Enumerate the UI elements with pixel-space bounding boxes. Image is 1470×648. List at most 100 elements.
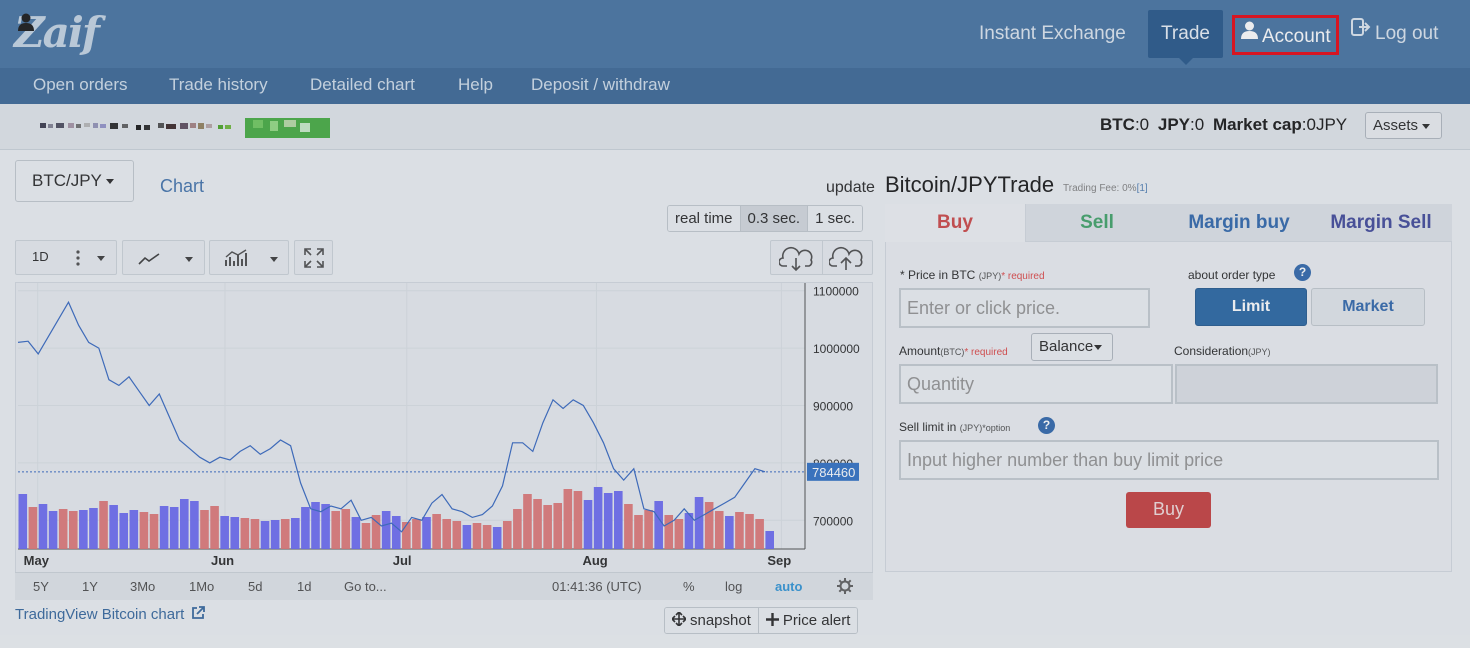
caret-down-icon xyxy=(1094,344,1103,350)
price-label: * Price in BTC (JPY)* required xyxy=(900,268,1045,282)
nav-instant-exchange[interactable]: Instant Exchange xyxy=(979,23,1126,44)
volume-bar xyxy=(735,512,744,549)
nav-trade[interactable]: Trade xyxy=(1148,10,1223,58)
price-alert-label: Price alert xyxy=(782,612,851,629)
price-unit: (JPY) xyxy=(978,271,1002,281)
limit-button[interactable]: Limit xyxy=(1195,288,1307,326)
fullscreen-button[interactable] xyxy=(294,240,333,275)
speed-1-button[interactable]: 1 sec. xyxy=(808,206,863,231)
cloud-download-icon[interactable] xyxy=(779,246,815,272)
btc-balance-value: :0 xyxy=(1134,115,1150,134)
last-price-tag xyxy=(807,462,859,481)
tab-buy[interactable]: Buy xyxy=(885,204,1026,242)
trading-fee-link[interactable]: [1] xyxy=(1136,183,1148,194)
speed-0-3-button[interactable]: 0.3 sec. xyxy=(740,206,809,231)
volume-bar xyxy=(58,509,68,549)
range-3mo[interactable]: 3Mo xyxy=(130,579,156,594)
indicators-icon xyxy=(225,249,278,266)
tab-sell[interactable]: Sell xyxy=(1026,204,1168,242)
chart-link[interactable]: Chart xyxy=(160,176,205,196)
tab-margin-sell[interactable]: Margin Sell xyxy=(1310,204,1452,242)
market-cap-value: :0JPY xyxy=(1301,115,1348,134)
nav-logout-label: Log out xyxy=(1375,23,1439,44)
help-icon[interactable]: ? xyxy=(1294,264,1311,281)
help-icon[interactable]: ? xyxy=(1038,417,1055,434)
range-1d[interactable]: 1d xyxy=(297,579,312,594)
price-alert-button[interactable]: Price alert xyxy=(757,608,858,633)
volume-bar xyxy=(99,501,108,549)
external-link-icon xyxy=(192,606,206,619)
move-icon xyxy=(671,611,687,627)
interval-selector[interactable]: 1D xyxy=(15,240,117,275)
percent-toggle[interactable]: % xyxy=(683,579,695,594)
balance-dropdown[interactable]: Balance xyxy=(1031,333,1113,361)
volume-bar xyxy=(573,491,583,549)
price-input[interactable]: Enter or click price. xyxy=(899,288,1150,328)
price-chart[interactable]: 11000001000000900000800000700000MayJunJu… xyxy=(16,283,874,573)
auto-toggle[interactable]: auto xyxy=(775,579,803,594)
volume-bar xyxy=(381,511,391,549)
tab-margin-buy[interactable]: Margin buy xyxy=(1168,204,1310,242)
fullscreen-icon xyxy=(304,248,324,268)
y-tick-label: 1000000 xyxy=(813,342,860,356)
volume-bar xyxy=(502,521,512,549)
settings-gear-icon[interactable] xyxy=(837,578,853,594)
volume-bar xyxy=(583,500,593,549)
buy-submit-button[interactable]: Buy xyxy=(1126,492,1211,528)
sell-limit-input[interactable]: Input higher number than buy limit price xyxy=(899,440,1439,480)
sell-limit-label: Sell limit in (JPY)*option xyxy=(899,420,1010,434)
assets-dropdown-label: Assets xyxy=(1373,117,1419,134)
balance-dropdown-label: Balance xyxy=(1039,338,1094,355)
log-toggle[interactable]: log xyxy=(725,579,743,594)
volume-bar xyxy=(714,511,724,549)
user-icon xyxy=(18,13,34,36)
snapshot-button[interactable]: snapshot xyxy=(665,608,758,633)
pair-dropdown[interactable]: BTC/JPY xyxy=(15,160,134,202)
indicators-selector[interactable] xyxy=(209,240,289,275)
nav-active-caret xyxy=(1179,58,1193,65)
top-nav-bar: Zaif xyxy=(0,0,1470,68)
nav-account[interactable]: Account xyxy=(1232,15,1339,55)
caret-down-icon xyxy=(105,179,114,185)
y-tick-label: 1100000 xyxy=(813,285,859,299)
volume-bar xyxy=(422,517,431,549)
sub-nav-bar: Open orders Trade history Detailed chart… xyxy=(0,68,1470,104)
range-5y[interactable]: 5Y xyxy=(33,579,49,594)
volume-bar xyxy=(725,516,734,549)
subnav-detailed-chart[interactable]: Detailed chart xyxy=(310,75,415,94)
user-icon xyxy=(1241,15,1258,53)
snapshot-label: snapshot xyxy=(690,612,751,629)
range-1mo[interactable]: 1Mo xyxy=(189,579,215,594)
subnav-open-orders[interactable]: Open orders xyxy=(33,75,128,94)
volume-bar xyxy=(624,504,633,549)
range-1y[interactable]: 1Y xyxy=(82,579,98,594)
volume-bar xyxy=(301,507,310,549)
tradingview-link[interactable]: TradingView Bitcoin chart xyxy=(15,606,206,623)
plus-icon xyxy=(765,613,779,626)
volume-bar xyxy=(28,507,38,549)
speed-realtime-button[interactable]: real time xyxy=(668,206,741,231)
quantity-input[interactable]: Quantity xyxy=(899,364,1173,404)
cloud-upload-icon[interactable] xyxy=(829,246,865,272)
nav-logout[interactable]: Log out xyxy=(1351,10,1438,58)
volume-bar xyxy=(361,523,371,549)
volume-bar xyxy=(634,515,643,549)
volume-bar xyxy=(553,503,563,549)
subnav-trade-history[interactable]: Trade history xyxy=(169,75,268,94)
assets-dropdown[interactable]: Assets xyxy=(1365,112,1442,139)
volume-bar xyxy=(452,521,462,549)
range-5d[interactable]: 5d xyxy=(248,579,263,594)
market-button[interactable]: Market xyxy=(1311,288,1425,326)
volume-bar xyxy=(149,514,159,549)
x-tick-label: Jun xyxy=(211,553,234,568)
subnav-help[interactable]: Help xyxy=(458,75,493,94)
volume-bar xyxy=(654,501,663,549)
goto-date[interactable]: Go to... xyxy=(344,579,387,594)
volume-bar xyxy=(220,516,229,549)
amount-unit: (BTC) xyxy=(940,347,965,357)
sell-limit-option: *option xyxy=(982,423,1011,433)
subnav-deposit-withdraw[interactable]: Deposit / withdraw xyxy=(531,75,670,94)
volume-bar xyxy=(442,519,452,549)
volume-bar xyxy=(89,508,98,549)
chart-style-selector[interactable] xyxy=(122,240,205,275)
